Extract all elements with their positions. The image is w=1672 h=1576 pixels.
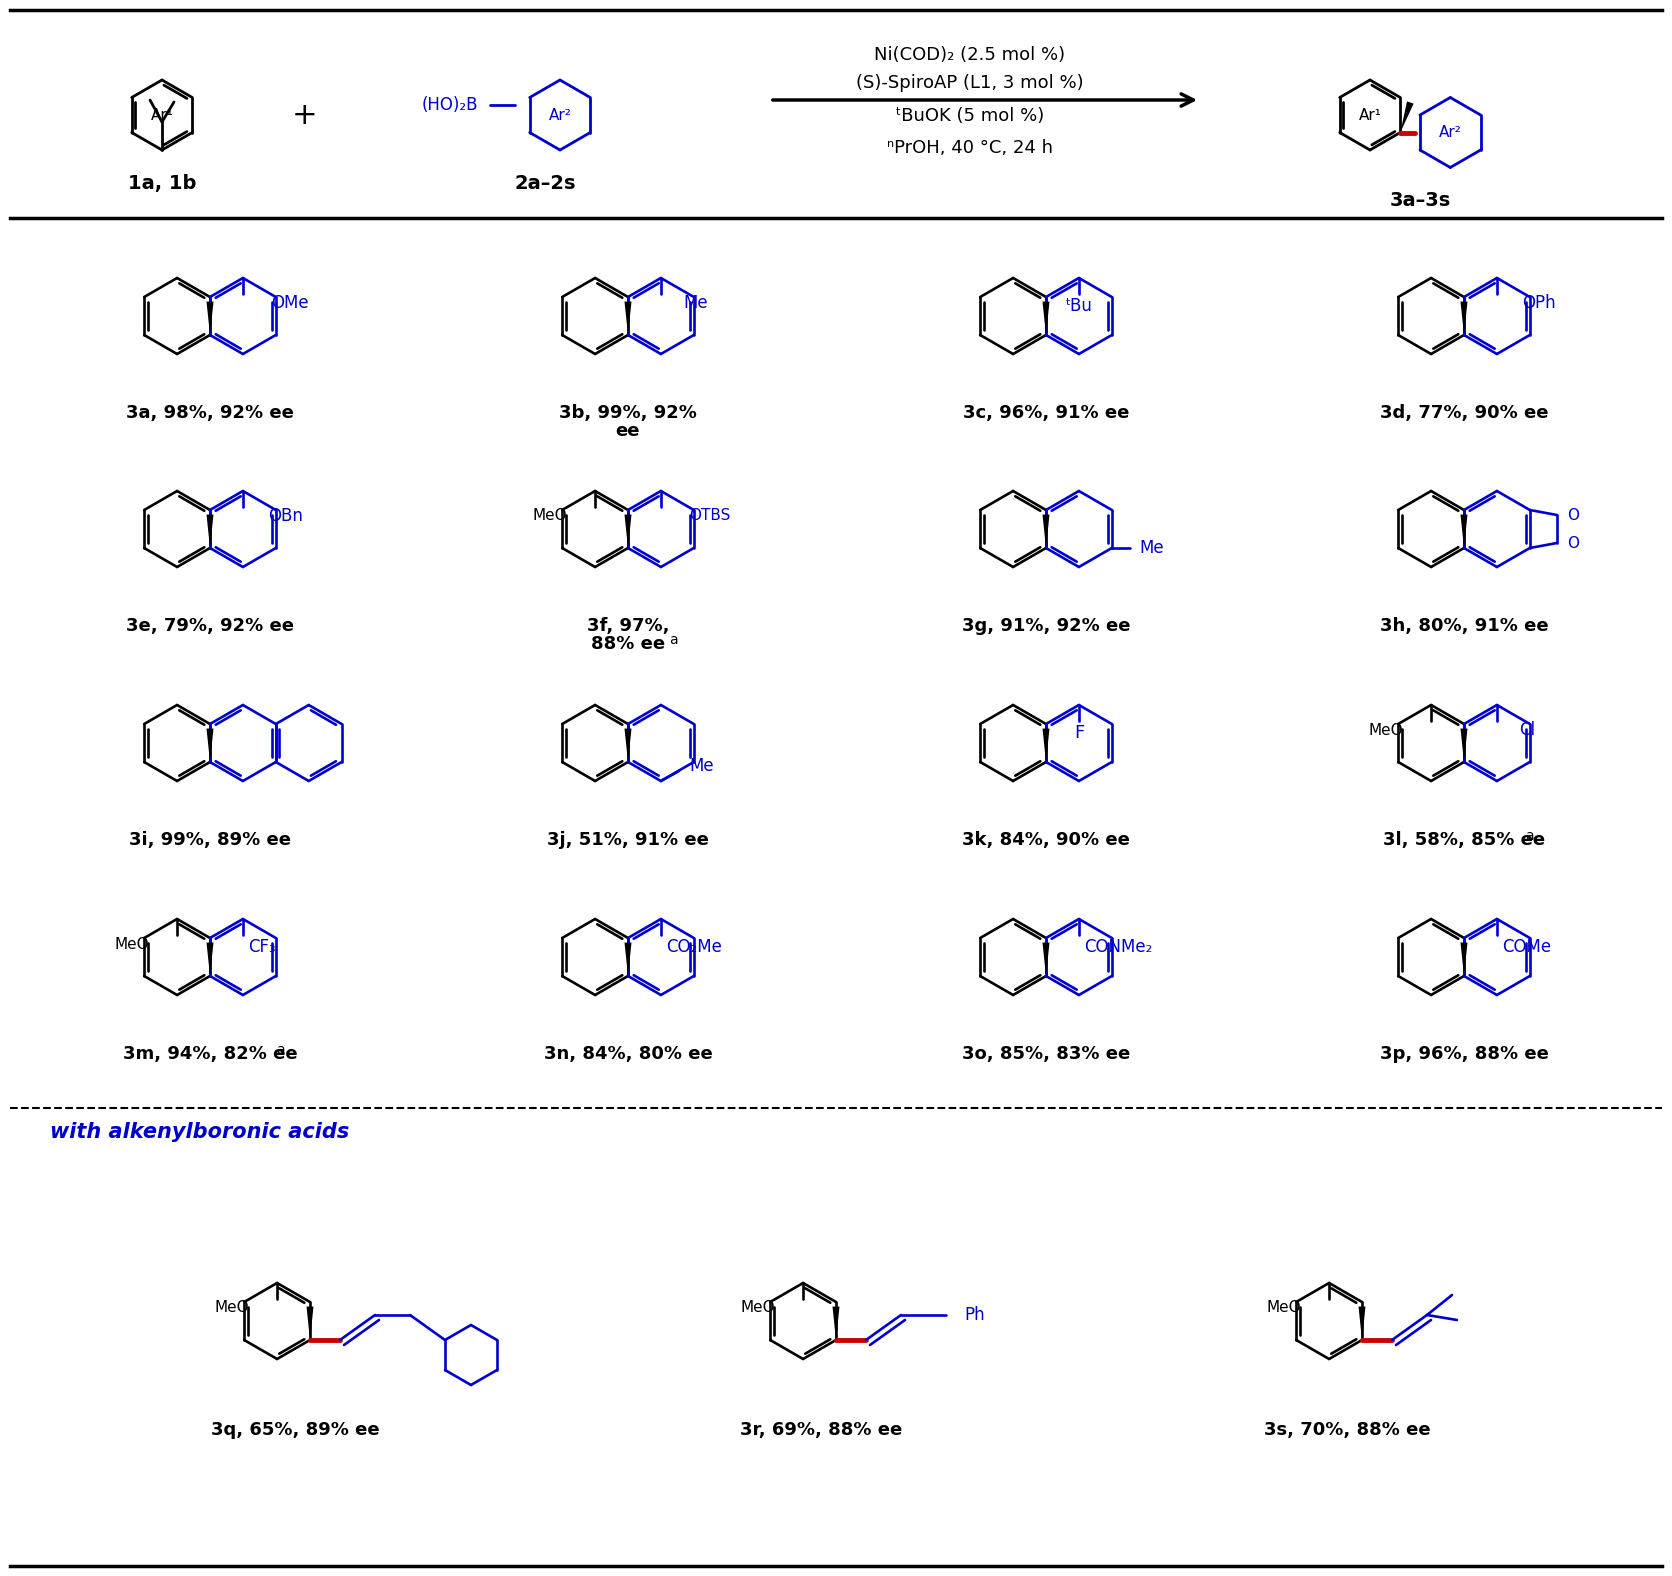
Polygon shape <box>207 301 214 336</box>
Text: 3f, 97%,: 3f, 97%, <box>587 616 669 635</box>
Text: MeO: MeO <box>1266 1300 1301 1316</box>
Text: 3l, 58%, 85% ee: 3l, 58%, 85% ee <box>1383 831 1545 849</box>
Text: 3i, 99%, 89% ee: 3i, 99%, 89% ee <box>129 831 291 849</box>
Text: Cl: Cl <box>1518 720 1535 739</box>
Text: 2a–2s: 2a–2s <box>515 173 575 192</box>
Polygon shape <box>1358 1307 1366 1340</box>
Text: +: + <box>293 101 318 129</box>
Text: OBn: OBn <box>268 507 303 525</box>
Text: (S)-SpiroAP (L1, 3 mol %): (S)-SpiroAP (L1, 3 mol %) <box>856 74 1083 91</box>
Text: a: a <box>669 634 677 648</box>
Text: Me: Me <box>682 295 707 312</box>
Text: 3o, 85%, 83% ee: 3o, 85%, 83% ee <box>961 1045 1130 1062</box>
Polygon shape <box>1461 942 1468 976</box>
Polygon shape <box>1461 301 1468 336</box>
Text: O: O <box>1567 536 1578 550</box>
Text: a: a <box>276 1043 284 1057</box>
Text: ᵗBu: ᵗBu <box>1065 296 1092 315</box>
Text: Me: Me <box>689 756 714 775</box>
Text: MeO: MeO <box>214 1300 249 1316</box>
Text: Ar¹: Ar¹ <box>150 107 174 123</box>
Text: Ar²: Ar² <box>1440 125 1461 140</box>
Polygon shape <box>833 1307 839 1340</box>
Polygon shape <box>625 514 632 548</box>
Polygon shape <box>1043 514 1050 548</box>
Text: Ph: Ph <box>965 1307 985 1324</box>
Text: O: O <box>1567 507 1578 523</box>
Polygon shape <box>207 514 214 548</box>
Text: 3q, 65%, 89% ee: 3q, 65%, 89% ee <box>211 1422 380 1439</box>
Text: Ar¹: Ar¹ <box>1359 107 1381 123</box>
Text: 88% ee: 88% ee <box>590 635 665 652</box>
Text: ⁿPrOH, 40 °C, 24 h: ⁿPrOH, 40 °C, 24 h <box>888 139 1053 158</box>
Text: 3p, 96%, 88% ee: 3p, 96%, 88% ee <box>1379 1045 1548 1062</box>
Text: 3k, 84%, 90% ee: 3k, 84%, 90% ee <box>961 831 1130 849</box>
Text: 3a, 98%, 92% ee: 3a, 98%, 92% ee <box>125 403 294 422</box>
Text: (HO)₂B: (HO)₂B <box>421 96 478 113</box>
Polygon shape <box>1043 942 1050 976</box>
Text: OTBS: OTBS <box>689 509 731 523</box>
Text: 3a–3s: 3a–3s <box>1389 191 1451 210</box>
Text: 3s, 70%, 88% ee: 3s, 70%, 88% ee <box>1264 1422 1430 1439</box>
Text: OMe: OMe <box>271 295 309 312</box>
Text: 3b, 99%, 92%: 3b, 99%, 92% <box>558 403 697 422</box>
Text: MeO: MeO <box>1368 722 1403 738</box>
Text: CF₃: CF₃ <box>247 938 276 957</box>
Polygon shape <box>1461 728 1468 763</box>
Text: 3m, 94%, 82% ee: 3m, 94%, 82% ee <box>122 1045 298 1062</box>
Text: a: a <box>1525 829 1533 843</box>
Text: OPh: OPh <box>1522 295 1555 312</box>
Text: Ar²: Ar² <box>548 107 572 123</box>
Text: ᵗBuOK (5 mol %): ᵗBuOK (5 mol %) <box>896 107 1043 125</box>
Text: Ni(COD)₂ (2.5 mol %): Ni(COD)₂ (2.5 mol %) <box>874 46 1065 65</box>
Text: CO₂Me: CO₂Me <box>665 938 722 957</box>
Text: Me: Me <box>1140 539 1164 556</box>
Text: 3g, 91%, 92% ee: 3g, 91%, 92% ee <box>961 616 1130 635</box>
Polygon shape <box>1043 301 1050 336</box>
Text: with alkenylboronic acids: with alkenylboronic acids <box>50 1122 349 1143</box>
Text: F: F <box>1073 723 1083 742</box>
Text: 3n, 84%, 80% ee: 3n, 84%, 80% ee <box>543 1045 712 1062</box>
Polygon shape <box>207 942 214 976</box>
Text: MeO: MeO <box>741 1300 776 1316</box>
Text: 3j, 51%, 91% ee: 3j, 51%, 91% ee <box>547 831 709 849</box>
Text: 3d, 77%, 90% ee: 3d, 77%, 90% ee <box>1379 403 1548 422</box>
Text: 1a, 1b: 1a, 1b <box>127 173 196 192</box>
Text: COMe: COMe <box>1501 938 1552 957</box>
Text: MeO: MeO <box>114 936 149 952</box>
Text: 3r, 69%, 88% ee: 3r, 69%, 88% ee <box>741 1422 903 1439</box>
Text: ee: ee <box>615 422 640 440</box>
Polygon shape <box>625 942 632 976</box>
Text: 3h, 80%, 91% ee: 3h, 80%, 91% ee <box>1379 616 1548 635</box>
Polygon shape <box>1461 514 1468 548</box>
Polygon shape <box>1401 101 1413 132</box>
Text: 3c, 96%, 91% ee: 3c, 96%, 91% ee <box>963 403 1129 422</box>
Polygon shape <box>207 728 214 763</box>
Polygon shape <box>1043 728 1050 763</box>
Text: MeO: MeO <box>532 509 567 523</box>
Text: CONMe₂: CONMe₂ <box>1083 938 1152 957</box>
Polygon shape <box>625 728 632 763</box>
Polygon shape <box>625 301 632 336</box>
Polygon shape <box>306 1307 314 1340</box>
Text: 3e, 79%, 92% ee: 3e, 79%, 92% ee <box>125 616 294 635</box>
